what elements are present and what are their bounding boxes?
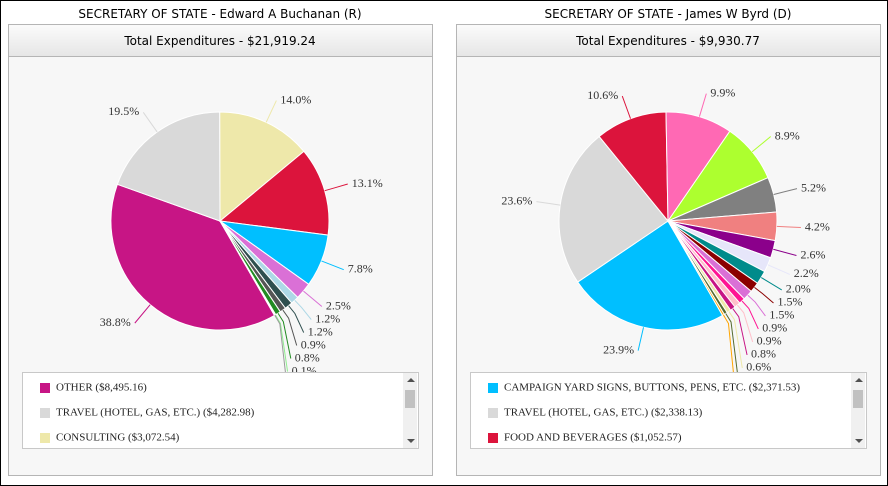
data-label: 7.8% (348, 261, 373, 275)
connector (773, 248, 797, 257)
pie-slice (219, 220, 276, 317)
connector (134, 304, 151, 324)
panel-title: SECRETARY OF STATE - Edward A Buchanan (… (78, 7, 361, 21)
data-label: 1.5% (777, 295, 802, 309)
scrollbar-thumb (853, 390, 863, 408)
connector (282, 309, 298, 346)
connector (698, 93, 707, 117)
connector (274, 314, 288, 385)
panel-subtitle: Total Expenditures - $9,930.77 (575, 34, 760, 48)
legend-swatch (488, 433, 498, 443)
data-label: 19.5% (108, 104, 139, 118)
legend-swatch (488, 408, 498, 418)
connector (303, 290, 323, 307)
panel-subtitle: Total Expenditures - $21,919.24 (123, 34, 315, 48)
scroll-down (855, 439, 863, 443)
connector (722, 314, 737, 395)
legend-swatch (488, 383, 498, 393)
data-label: 14.0% (280, 92, 311, 106)
connector (288, 305, 305, 333)
panel-title: SECRETARY OF STATE - James W Byrd (D) (545, 7, 792, 21)
data-label: 0.9% (762, 321, 787, 335)
data-label: 23.6% (501, 193, 532, 207)
legend-swatch (40, 433, 50, 443)
connector (736, 304, 754, 343)
data-label: 9.9% (710, 85, 735, 99)
pie-slice (558, 135, 669, 283)
scrollbar-track (403, 373, 417, 448)
legend-swatch (40, 408, 50, 418)
pie-slice (576, 220, 724, 331)
connector (637, 327, 645, 351)
pie-slice (218, 150, 330, 236)
data-label: 2.0% (786, 282, 811, 296)
connector (725, 313, 739, 382)
connector (760, 277, 782, 291)
data-label: 2.2% (794, 266, 819, 280)
connector (732, 308, 748, 356)
connector (142, 112, 158, 133)
data-label: 13.1% (352, 176, 383, 190)
panel-header (8, 24, 433, 57)
connector (754, 286, 774, 304)
data-label: 0.6% (746, 360, 771, 374)
data-label: 2.5% (326, 298, 351, 312)
data-label: 38.8% (100, 315, 131, 329)
connector (536, 201, 561, 206)
connector (776, 225, 801, 229)
legend-item: OTHER ($8,495.16) (56, 382, 147, 394)
pie-slice (598, 111, 669, 223)
panel-header (456, 24, 881, 57)
scrollbar-track (851, 373, 865, 448)
connector (265, 100, 277, 123)
legend-box (470, 372, 867, 449)
data-label: 5.2% (801, 180, 826, 194)
legend-box (22, 372, 419, 449)
data-label: 1.2% (308, 324, 333, 338)
legend-item: CAMPAIGN YARD SIGNS, BUTTONS, PENS, ETC.… (504, 382, 800, 394)
data-label: 1.5% (769, 308, 794, 322)
scrollbar-thumb (405, 390, 415, 408)
data-label: 0.9% (301, 337, 326, 351)
connector (324, 183, 348, 192)
data-label: 8.9% (775, 128, 800, 142)
connector (741, 300, 759, 330)
connector (294, 299, 312, 320)
legend-swatch (40, 383, 50, 393)
connector (621, 95, 631, 119)
connector (751, 136, 772, 153)
legend-item: CONSULTING ($3,072.54) (56, 432, 180, 444)
legend-item: TRAVEL (HOTEL, GAS, ETC.) ($2,338.13) (504, 407, 703, 419)
scroll-up (407, 378, 415, 382)
connector (728, 311, 743, 369)
legend-item: TRAVEL (HOTEL, GAS, ETC.) ($4,282.98) (56, 407, 255, 419)
data-label: 2.6% (800, 247, 825, 261)
scroll-down (407, 439, 415, 443)
data-label: 0.9% (757, 334, 782, 348)
connector (747, 294, 766, 317)
connector (321, 260, 344, 271)
data-label: 1.2% (315, 311, 340, 325)
connector (767, 264, 791, 275)
data-label: 4.2% (805, 219, 830, 233)
data-label: 23.9% (603, 342, 634, 356)
connector (274, 314, 289, 372)
scroll-up (855, 378, 863, 382)
data-label: 10.6% (587, 88, 618, 102)
data-label: 0.8% (295, 350, 320, 364)
pie-slice (110, 183, 276, 331)
data-label: 0.8% (751, 347, 776, 361)
connector (277, 313, 292, 359)
legend-item: FOOD AND BEVERAGES ($1,052.57) (504, 432, 682, 444)
connector (773, 188, 798, 195)
